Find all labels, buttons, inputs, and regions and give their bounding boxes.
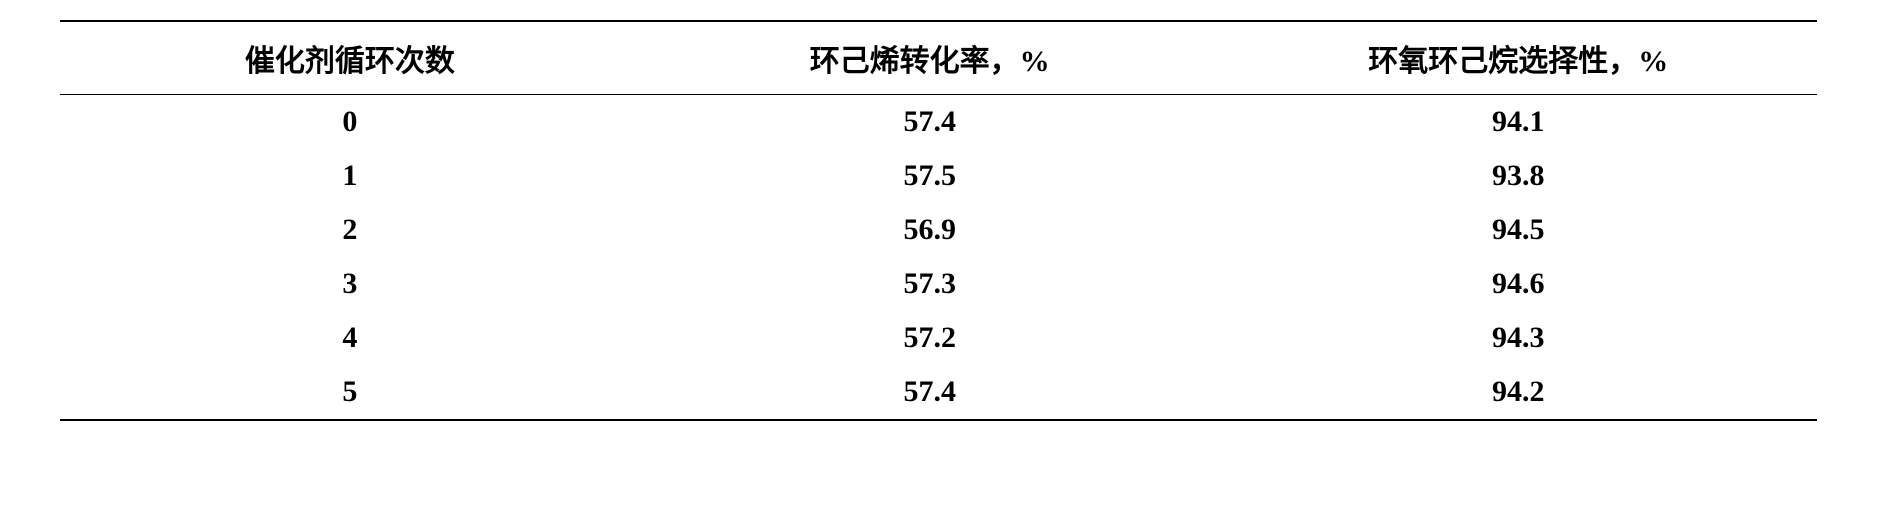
table-cell: 1 xyxy=(60,149,640,203)
table-row: 1 57.5 93.8 xyxy=(60,149,1817,203)
table-cell: 56.9 xyxy=(640,203,1220,257)
column-header: 环氧环己烷选择性，% xyxy=(1220,21,1817,95)
table-cell: 94.1 xyxy=(1220,95,1817,150)
table-cell: 4 xyxy=(60,311,640,365)
data-table: 催化剂循环次数 环己烯转化率，% 环氧环己烷选择性，% 0 57.4 94.1 … xyxy=(60,20,1817,421)
table-row: 3 57.3 94.6 xyxy=(60,257,1817,311)
table-cell: 5 xyxy=(60,365,640,420)
table-row: 4 57.2 94.3 xyxy=(60,311,1817,365)
table-cell: 3 xyxy=(60,257,640,311)
table-row: 0 57.4 94.1 xyxy=(60,95,1817,150)
table-row: 5 57.4 94.2 xyxy=(60,365,1817,420)
table-cell: 94.3 xyxy=(1220,311,1817,365)
table-cell: 57.5 xyxy=(640,149,1220,203)
table-cell: 57.4 xyxy=(640,365,1220,420)
table-cell: 94.5 xyxy=(1220,203,1817,257)
table-cell: 2 xyxy=(60,203,640,257)
table-header-row: 催化剂循环次数 环己烯转化率，% 环氧环己烷选择性，% xyxy=(60,21,1817,95)
table-cell: 94.6 xyxy=(1220,257,1817,311)
table-cell: 94.2 xyxy=(1220,365,1817,420)
table-row: 2 56.9 94.5 xyxy=(60,203,1817,257)
table-cell: 0 xyxy=(60,95,640,150)
table-cell: 57.4 xyxy=(640,95,1220,150)
column-header: 环己烯转化率，% xyxy=(640,21,1220,95)
table-cell: 57.2 xyxy=(640,311,1220,365)
column-header: 催化剂循环次数 xyxy=(60,21,640,95)
table-cell: 93.8 xyxy=(1220,149,1817,203)
table-cell: 57.3 xyxy=(640,257,1220,311)
